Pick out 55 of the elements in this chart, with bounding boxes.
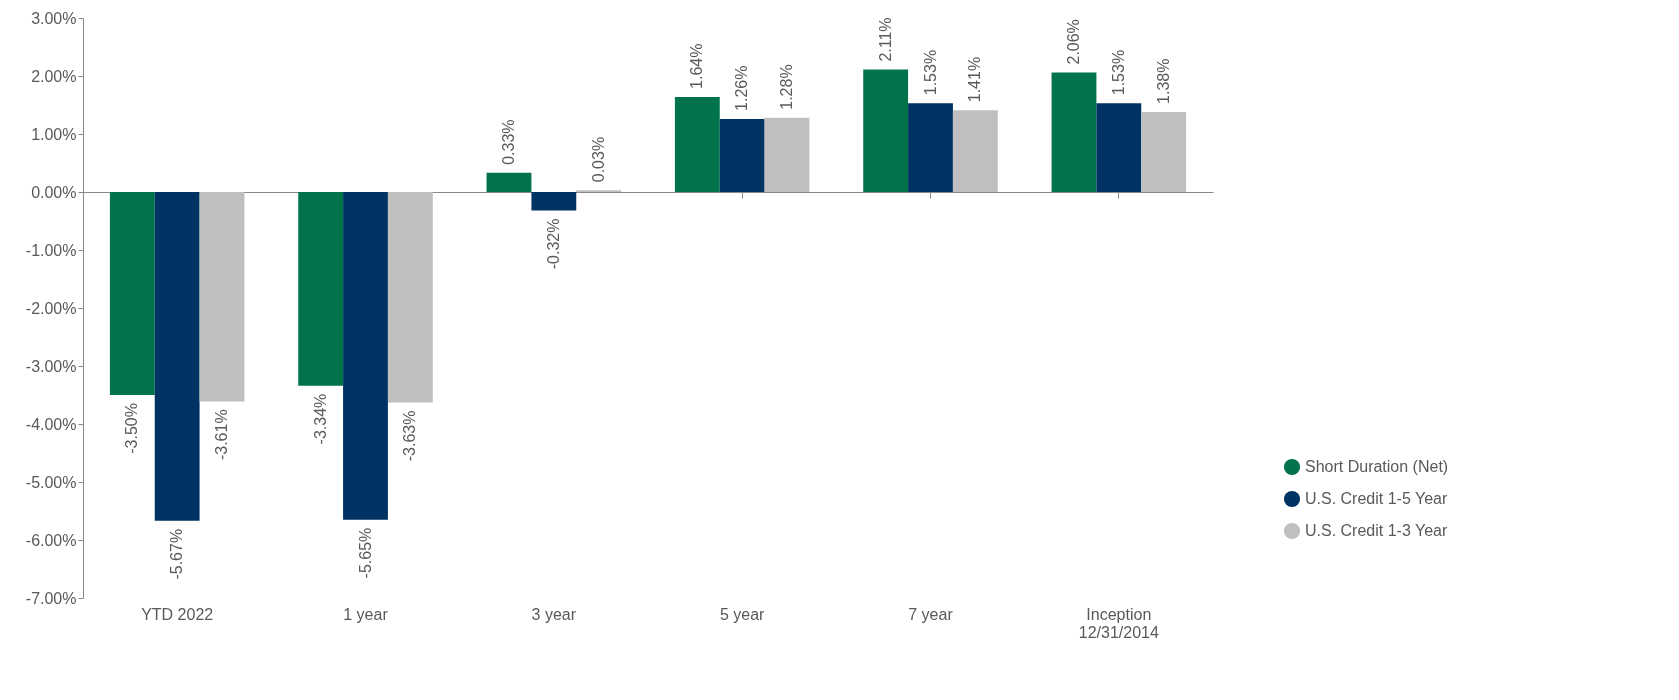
data-label: 1.64%: [688, 43, 706, 89]
bar: [298, 192, 344, 386]
x-tick-label: YTD 2022: [141, 605, 214, 623]
bar: [531, 192, 577, 211]
y-tick-label: 1.00%: [31, 125, 77, 143]
bar: [486, 172, 532, 192]
x-tick-label: 5 year: [719, 605, 766, 623]
x-tick-label: 7 year: [908, 605, 954, 623]
bar: [908, 103, 953, 192]
data-label: -3.63%: [401, 410, 419, 462]
y-tick-label: -7.00%: [25, 589, 77, 607]
data-label: -3.34%: [311, 393, 329, 445]
bar: [154, 192, 200, 521]
data-label: -5.65%: [356, 527, 374, 579]
bar: [952, 110, 998, 192]
x-tick-label: Inception 12/31/2014: [1078, 605, 1159, 641]
data-label: 1.26%: [733, 65, 751, 111]
y-tick-label: 2.00%: [31, 67, 77, 85]
bar: [1051, 72, 1097, 192]
y-tick-label: -4.00%: [25, 415, 77, 433]
y-tick-label: -1.00%: [25, 241, 77, 259]
data-label: 0.03%: [589, 136, 607, 183]
bar: [343, 192, 388, 520]
data-label: 0.33%: [499, 119, 517, 165]
y-tick-label: -2.00%: [25, 299, 77, 317]
y-tick-label: -5.00%: [25, 473, 77, 491]
x-tick-label: 3 year: [531, 605, 577, 623]
y-tick-label: 3.00%: [31, 9, 77, 27]
bar: [387, 192, 433, 403]
x-tick-label: 1 year: [343, 605, 389, 623]
y-tick-label: -3.00%: [25, 357, 77, 375]
data-label: 1.38%: [1154, 58, 1172, 104]
data-label: -5.67%: [168, 528, 186, 580]
bar: [109, 192, 155, 395]
data-label: 1.41%: [966, 56, 984, 103]
bar: [1096, 103, 1142, 192]
data-label: 1.53%: [1109, 49, 1127, 96]
bar: [863, 69, 909, 192]
data-label: -0.32%: [544, 218, 562, 270]
data-label: -3.50%: [123, 403, 141, 454]
legend-label: Short Duration (Net): [1305, 458, 1449, 475]
data-label: 1.28%: [778, 64, 796, 110]
data-label: 1.53%: [921, 49, 939, 96]
bar: [674, 96, 720, 192]
legend-label: U.S. Credit 1-5 Year: [1305, 490, 1448, 507]
bar: [1141, 111, 1187, 192]
bar: [764, 117, 810, 192]
data-label: -3.61%: [213, 409, 231, 461]
data-label: 2.06%: [1064, 19, 1082, 65]
legend-label: U.S. Credit 1-3 Year: [1305, 522, 1448, 539]
data-label: 2.11%: [876, 17, 894, 62]
bar: [199, 192, 245, 402]
y-tick-label: -6.00%: [25, 531, 77, 549]
bar: [719, 118, 765, 192]
y-tick-label: 0.00%: [31, 183, 77, 201]
